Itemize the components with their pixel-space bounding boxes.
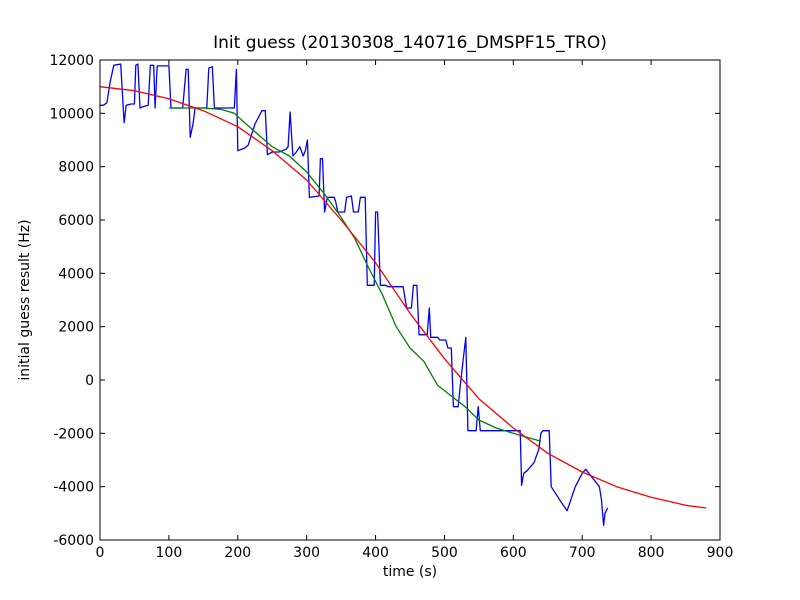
x-tick-label: 400 xyxy=(362,545,389,561)
y-tick-label: -2000 xyxy=(53,426,94,442)
y-axis-label: initial guess result (Hz) xyxy=(17,219,33,380)
x-tick-label: 200 xyxy=(224,545,251,561)
x-tick-label: 700 xyxy=(569,545,596,561)
y-tick-label: 10000 xyxy=(49,106,94,122)
x-tick-label: 0 xyxy=(96,545,105,561)
x-tick-label: 900 xyxy=(707,545,734,561)
y-tick-label: 8000 xyxy=(58,160,94,176)
y-tick-label: 4000 xyxy=(58,266,94,282)
x-tick-label: 800 xyxy=(638,545,665,561)
series-layer xyxy=(99,63,707,526)
y-tick-label: 12000 xyxy=(49,53,94,69)
y-tick-label: 6000 xyxy=(58,213,94,229)
chart-title: Init guess (20130308_140716_DMSPF15_TRO) xyxy=(213,33,607,53)
y-tick-label: 2000 xyxy=(58,320,94,336)
x-tick-label: 600 xyxy=(500,545,527,561)
series-line-2 xyxy=(168,107,542,442)
y-tick-label: -6000 xyxy=(53,533,94,549)
x-axis-label: time (s) xyxy=(383,564,437,580)
y-tick-label: -4000 xyxy=(53,480,94,496)
plot-frame xyxy=(99,59,721,541)
tick-layer: 0 100 200 300 400 500 600 700 800 900 -6000 -4000 -2… xyxy=(49,53,733,561)
x-tick-label: 300 xyxy=(293,545,320,561)
x-tick-label: 100 xyxy=(156,545,183,561)
y-tick-label: 0 xyxy=(85,373,94,389)
series-line-3 xyxy=(99,86,707,509)
plot-area xyxy=(100,60,720,540)
x-tick-label: 500 xyxy=(431,545,458,561)
